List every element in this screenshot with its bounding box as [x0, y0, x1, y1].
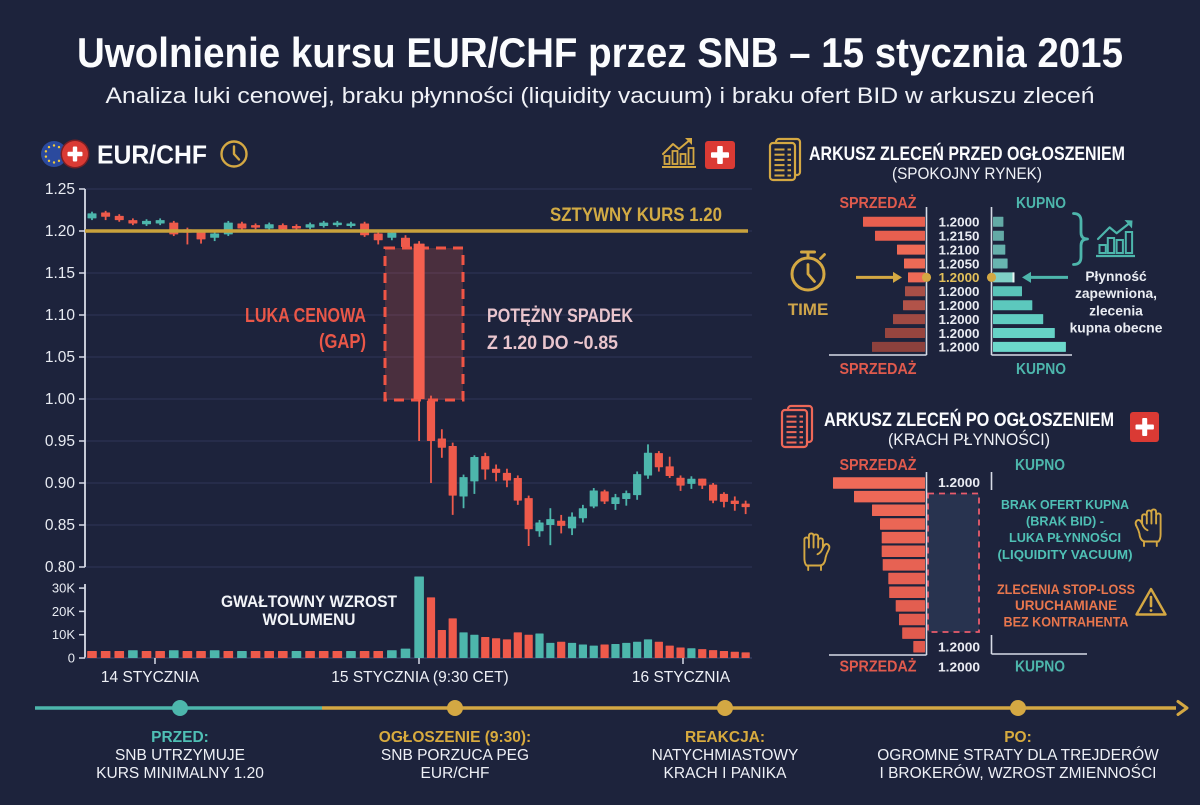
svg-text:1.2000: 1.2000 — [939, 298, 980, 313]
svg-text:1.2000: 1.2000 — [939, 326, 980, 341]
svg-text:1.05: 1.05 — [45, 349, 75, 366]
svg-text:30K: 30K — [52, 581, 75, 596]
svg-text:1.2000: 1.2000 — [939, 215, 980, 230]
svg-text:PRZED:: PRZED: — [151, 729, 209, 746]
svg-text:BRAK OFERT KUPNA: BRAK OFERT KUPNA — [1001, 497, 1129, 512]
svg-text:ZLECENIA STOP-LOSS: ZLECENIA STOP-LOSS — [997, 582, 1135, 597]
svg-text:zapewniona,: zapewniona, — [1075, 286, 1157, 301]
svg-text:SZTYWNY KURS 1.20: SZTYWNY KURS 1.20 — [550, 205, 722, 226]
svg-text:1.2000: 1.2000 — [938, 475, 980, 490]
svg-text:1.20: 1.20 — [45, 223, 76, 240]
svg-text:SPRZEDAŻ: SPRZEDAŻ — [840, 456, 917, 474]
svg-text:0: 0 — [68, 651, 75, 666]
svg-text:GWAŁTOWNY WZROST: GWAŁTOWNY WZROST — [221, 593, 397, 611]
svg-text:1.2000: 1.2000 — [939, 340, 980, 355]
svg-text:zlecenia: zlecenia — [1089, 303, 1143, 318]
svg-text:NATYCHMIASTOWY: NATYCHMIASTOWY — [652, 747, 799, 764]
svg-text:SPRZEDAŻ: SPRZEDAŻ — [840, 360, 917, 378]
svg-text:16 STYCZNIA: 16 STYCZNIA — [632, 669, 731, 686]
svg-text:EUR/CHF: EUR/CHF — [97, 140, 207, 170]
svg-text:(LIQUIDITY VACUUM): (LIQUIDITY VACUUM) — [998, 547, 1133, 562]
svg-text:0.90: 0.90 — [45, 475, 76, 492]
svg-text:SNB PORZUCA PEG: SNB PORZUCA PEG — [381, 747, 529, 764]
svg-text:EUR/CHF: EUR/CHF — [421, 765, 490, 782]
svg-text:Uwolnienie kursu EUR/CHF przez: Uwolnienie kursu EUR/CHF przez SNB – 15 … — [77, 29, 1123, 76]
svg-text:POTĘŻNY SPADEK: POTĘŻNY SPADEK — [487, 304, 633, 327]
svg-text:1.2000: 1.2000 — [939, 284, 980, 299]
svg-text:SPRZEDAŻ: SPRZEDAŻ — [840, 658, 917, 676]
svg-text:kupna obecne: kupna obecne — [1070, 321, 1163, 336]
svg-text:1.2000: 1.2000 — [939, 312, 980, 327]
svg-text:KUPNO: KUPNO — [1015, 457, 1065, 474]
svg-text:1.2150: 1.2150 — [939, 229, 980, 244]
svg-text:KUPNO: KUPNO — [1016, 195, 1066, 212]
svg-text:KRACH I PANIKA: KRACH I PANIKA — [664, 765, 788, 782]
svg-text:SNB UTRZYMUJE: SNB UTRZYMUJE — [115, 747, 245, 764]
svg-text:OGROMNE STRATY DLA TREJDERÓW: OGROMNE STRATY DLA TREJDERÓW — [877, 747, 1159, 764]
svg-text:1.2050: 1.2050 — [939, 256, 980, 271]
svg-text:1.2100: 1.2100 — [939, 242, 980, 257]
svg-text:LUKA CENOWA: LUKA CENOWA — [245, 305, 366, 327]
svg-text:1.15: 1.15 — [45, 265, 75, 282]
svg-text:WOLUMENU: WOLUMENU — [263, 611, 356, 629]
svg-text:0.85: 0.85 — [45, 517, 75, 534]
svg-text:LUKA PŁYNNOŚCI: LUKA PŁYNNOŚCI — [1009, 530, 1121, 545]
svg-text:KURS MINIMALNY 1.20: KURS MINIMALNY 1.20 — [96, 765, 264, 782]
svg-text:(KRACH PŁYNNOŚCI): (KRACH PŁYNNOŚCI) — [888, 430, 1050, 449]
svg-text:I BROKERÓW, WZROST ZMIENNOŚCI: I BROKERÓW, WZROST ZMIENNOŚCI — [879, 764, 1156, 782]
svg-text:Płynność: Płynność — [1085, 269, 1147, 284]
svg-text:PO:: PO: — [1004, 729, 1032, 746]
svg-text:Analiza luki cenowej, braku pł: Analiza luki cenowej, braku płynności (l… — [106, 83, 1095, 108]
svg-text:ARKUSZ ZLECEŃ PO OGŁOSZENIEM: ARKUSZ ZLECEŃ PO OGŁOSZENIEM — [824, 409, 1114, 431]
svg-text:KUPNO: KUPNO — [1015, 659, 1065, 676]
svg-text:OGŁOSZENIE (9:30):: OGŁOSZENIE (9:30): — [379, 729, 531, 746]
svg-text:15 STYCZNIA (9:30 CET): 15 STYCZNIA (9:30 CET) — [331, 669, 508, 686]
svg-text:Z 1.20 DO ~0.85: Z 1.20 DO ~0.85 — [487, 332, 618, 354]
svg-text:(GAP): (GAP) — [319, 331, 366, 353]
svg-text:KUPNO: KUPNO — [1016, 361, 1066, 378]
svg-text:1.10: 1.10 — [45, 307, 76, 324]
svg-text:SPRZEDAŻ: SPRZEDAŻ — [840, 194, 917, 212]
svg-text:0.80: 0.80 — [45, 559, 76, 576]
svg-text:BEZ KONTRAHENTA: BEZ KONTRAHENTA — [1004, 614, 1129, 629]
svg-text:1.2000: 1.2000 — [939, 270, 980, 285]
svg-text:20K: 20K — [52, 604, 75, 619]
svg-text:(BRAK BID) -: (BRAK BID) - — [1026, 514, 1104, 529]
svg-text:1.00: 1.00 — [45, 391, 76, 408]
svg-text:1.2000: 1.2000 — [938, 660, 980, 675]
svg-text:(SPOKOJNY RYNEK): (SPOKOJNY RYNEK) — [892, 165, 1042, 183]
svg-text:REAKCJA:: REAKCJA: — [685, 729, 765, 746]
svg-text:0.95: 0.95 — [45, 433, 75, 450]
svg-text:1.25: 1.25 — [45, 181, 75, 198]
svg-text:ARKUSZ ZLECEŃ PRZED OGŁOSZENIE: ARKUSZ ZLECEŃ PRZED OGŁOSZENIEM — [809, 143, 1125, 165]
svg-text:TIME: TIME — [788, 300, 829, 319]
svg-text:1.2000: 1.2000 — [938, 640, 980, 655]
svg-text:URUCHAMIANE: URUCHAMIANE — [1015, 598, 1117, 613]
svg-text:14 STYCZNIA: 14 STYCZNIA — [101, 669, 200, 686]
svg-text:10K: 10K — [52, 627, 75, 642]
